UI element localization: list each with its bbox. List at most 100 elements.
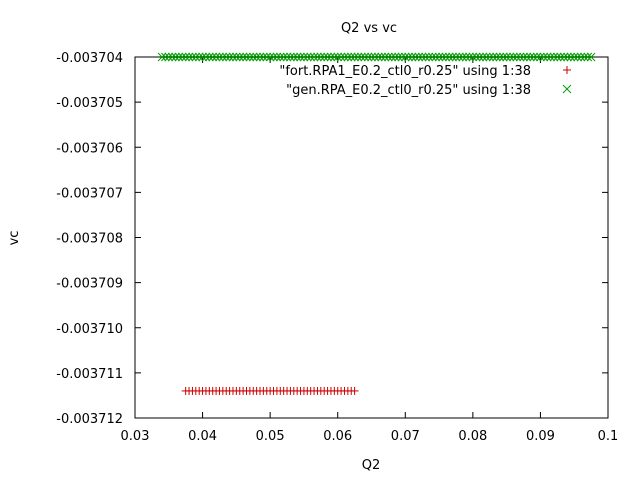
series-2-point bbox=[248, 52, 258, 62]
series-2-point bbox=[400, 52, 410, 62]
legend-label-series-1: "fort.RPA1_E0.2_ctl0_r0.25" using 1:38 bbox=[279, 64, 531, 79]
series-2-point bbox=[559, 52, 569, 62]
series-2-point bbox=[498, 52, 508, 62]
series-2-point bbox=[556, 52, 566, 62]
x-tick-label: 0.04 bbox=[188, 429, 217, 444]
series-2-point bbox=[387, 52, 397, 62]
series-2-point bbox=[522, 52, 532, 62]
series-2-point bbox=[573, 52, 582, 62]
series-2-point bbox=[215, 52, 224, 62]
series-2-point bbox=[319, 52, 329, 62]
series-2-point bbox=[289, 52, 299, 62]
series-2-point bbox=[549, 52, 559, 62]
series-2-point bbox=[235, 52, 245, 62]
series-2-point bbox=[421, 52, 430, 62]
series-2-point bbox=[539, 52, 549, 62]
series-2-point bbox=[296, 52, 305, 62]
y-tick-label: -0.003709 bbox=[56, 277, 123, 292]
series-2-point bbox=[525, 52, 535, 62]
series-2-point bbox=[167, 52, 177, 62]
series-2-point bbox=[252, 52, 261, 62]
x-tick-label: 0.05 bbox=[256, 429, 285, 444]
series-2-point bbox=[492, 52, 501, 62]
series-2-point bbox=[177, 52, 187, 62]
series-2-point bbox=[204, 52, 214, 62]
series-2-point bbox=[451, 52, 461, 62]
series-2-point bbox=[259, 52, 268, 62]
series-2-point bbox=[340, 52, 349, 62]
series-2-point bbox=[316, 52, 326, 62]
series-2-point bbox=[579, 52, 589, 62]
series-2-point bbox=[546, 52, 555, 62]
series-2-point bbox=[552, 52, 562, 62]
series-2-point bbox=[188, 52, 197, 62]
legend-marker-series-1 bbox=[563, 66, 571, 74]
series-2-point bbox=[509, 52, 518, 62]
y-tick-label: -0.003708 bbox=[56, 232, 123, 247]
y-tick-label: -0.003704 bbox=[56, 51, 123, 66]
series-2-point bbox=[468, 52, 478, 62]
series-2-point bbox=[576, 52, 586, 62]
y-tick-label: -0.003710 bbox=[56, 322, 123, 337]
series-2-point bbox=[397, 52, 407, 62]
series-2-point bbox=[512, 52, 522, 62]
series-2-point bbox=[333, 52, 343, 62]
series-1-point bbox=[350, 386, 359, 395]
series-2-point bbox=[407, 52, 417, 62]
series-2-point bbox=[194, 52, 204, 62]
x-axis-label: Q2 bbox=[362, 458, 381, 473]
y-tick-label: -0.003706 bbox=[56, 141, 123, 156]
series-2-point bbox=[532, 52, 542, 62]
x-tick-label: 0.08 bbox=[458, 429, 487, 444]
series-2-point bbox=[404, 52, 414, 62]
series-2-point bbox=[313, 52, 322, 62]
series-2-point bbox=[184, 52, 194, 62]
series-2-point bbox=[370, 52, 380, 62]
series-2-point bbox=[353, 52, 363, 62]
series-2-point bbox=[350, 52, 359, 62]
series-2-point bbox=[269, 52, 278, 62]
series-2-point bbox=[336, 52, 346, 62]
y-tick-label: -0.003705 bbox=[56, 96, 123, 111]
series-2-point bbox=[161, 52, 170, 62]
series-2-point bbox=[458, 52, 468, 62]
series-2-point bbox=[208, 52, 218, 62]
series-2-point bbox=[563, 52, 572, 62]
series-2-point bbox=[272, 52, 282, 62]
series-2-point bbox=[434, 52, 444, 62]
series-2-point bbox=[380, 52, 390, 62]
series-2-point bbox=[411, 52, 420, 62]
series-2-point bbox=[171, 52, 180, 62]
series-2-point bbox=[357, 52, 366, 62]
series-2-point bbox=[475, 52, 484, 62]
series-2-point bbox=[346, 52, 356, 62]
series-2-point bbox=[424, 52, 434, 62]
series-2-point bbox=[265, 52, 275, 62]
series-2-point bbox=[218, 52, 228, 62]
series-2-point bbox=[211, 52, 221, 62]
series-2-point bbox=[384, 52, 393, 62]
x-tick-label: 0.06 bbox=[323, 429, 352, 444]
series-2-point bbox=[465, 52, 474, 62]
series-2-point bbox=[566, 52, 576, 62]
series-2-point bbox=[245, 52, 255, 62]
series-2-point bbox=[255, 52, 265, 62]
series-2-point bbox=[529, 52, 539, 62]
series-2-point bbox=[373, 52, 383, 62]
series-2-point bbox=[299, 52, 309, 62]
y-tick-label: -0.003712 bbox=[56, 412, 123, 427]
series-2-point bbox=[367, 52, 376, 62]
x-tick-label: 0.03 bbox=[121, 429, 150, 444]
series-2-point bbox=[286, 52, 295, 62]
series-2-point bbox=[542, 52, 552, 62]
series-2-point bbox=[238, 52, 248, 62]
series-2-point bbox=[488, 52, 498, 62]
series-2-point bbox=[157, 52, 167, 62]
legend-label-series-2: "gen.RPA_E0.2_ctl0_r0.25" using 1:38 bbox=[286, 83, 531, 98]
series-2-point bbox=[282, 52, 292, 62]
series-2-point bbox=[228, 52, 238, 62]
series-2-point bbox=[164, 52, 174, 62]
series-2-point bbox=[302, 52, 312, 62]
series-2-point bbox=[225, 52, 234, 62]
